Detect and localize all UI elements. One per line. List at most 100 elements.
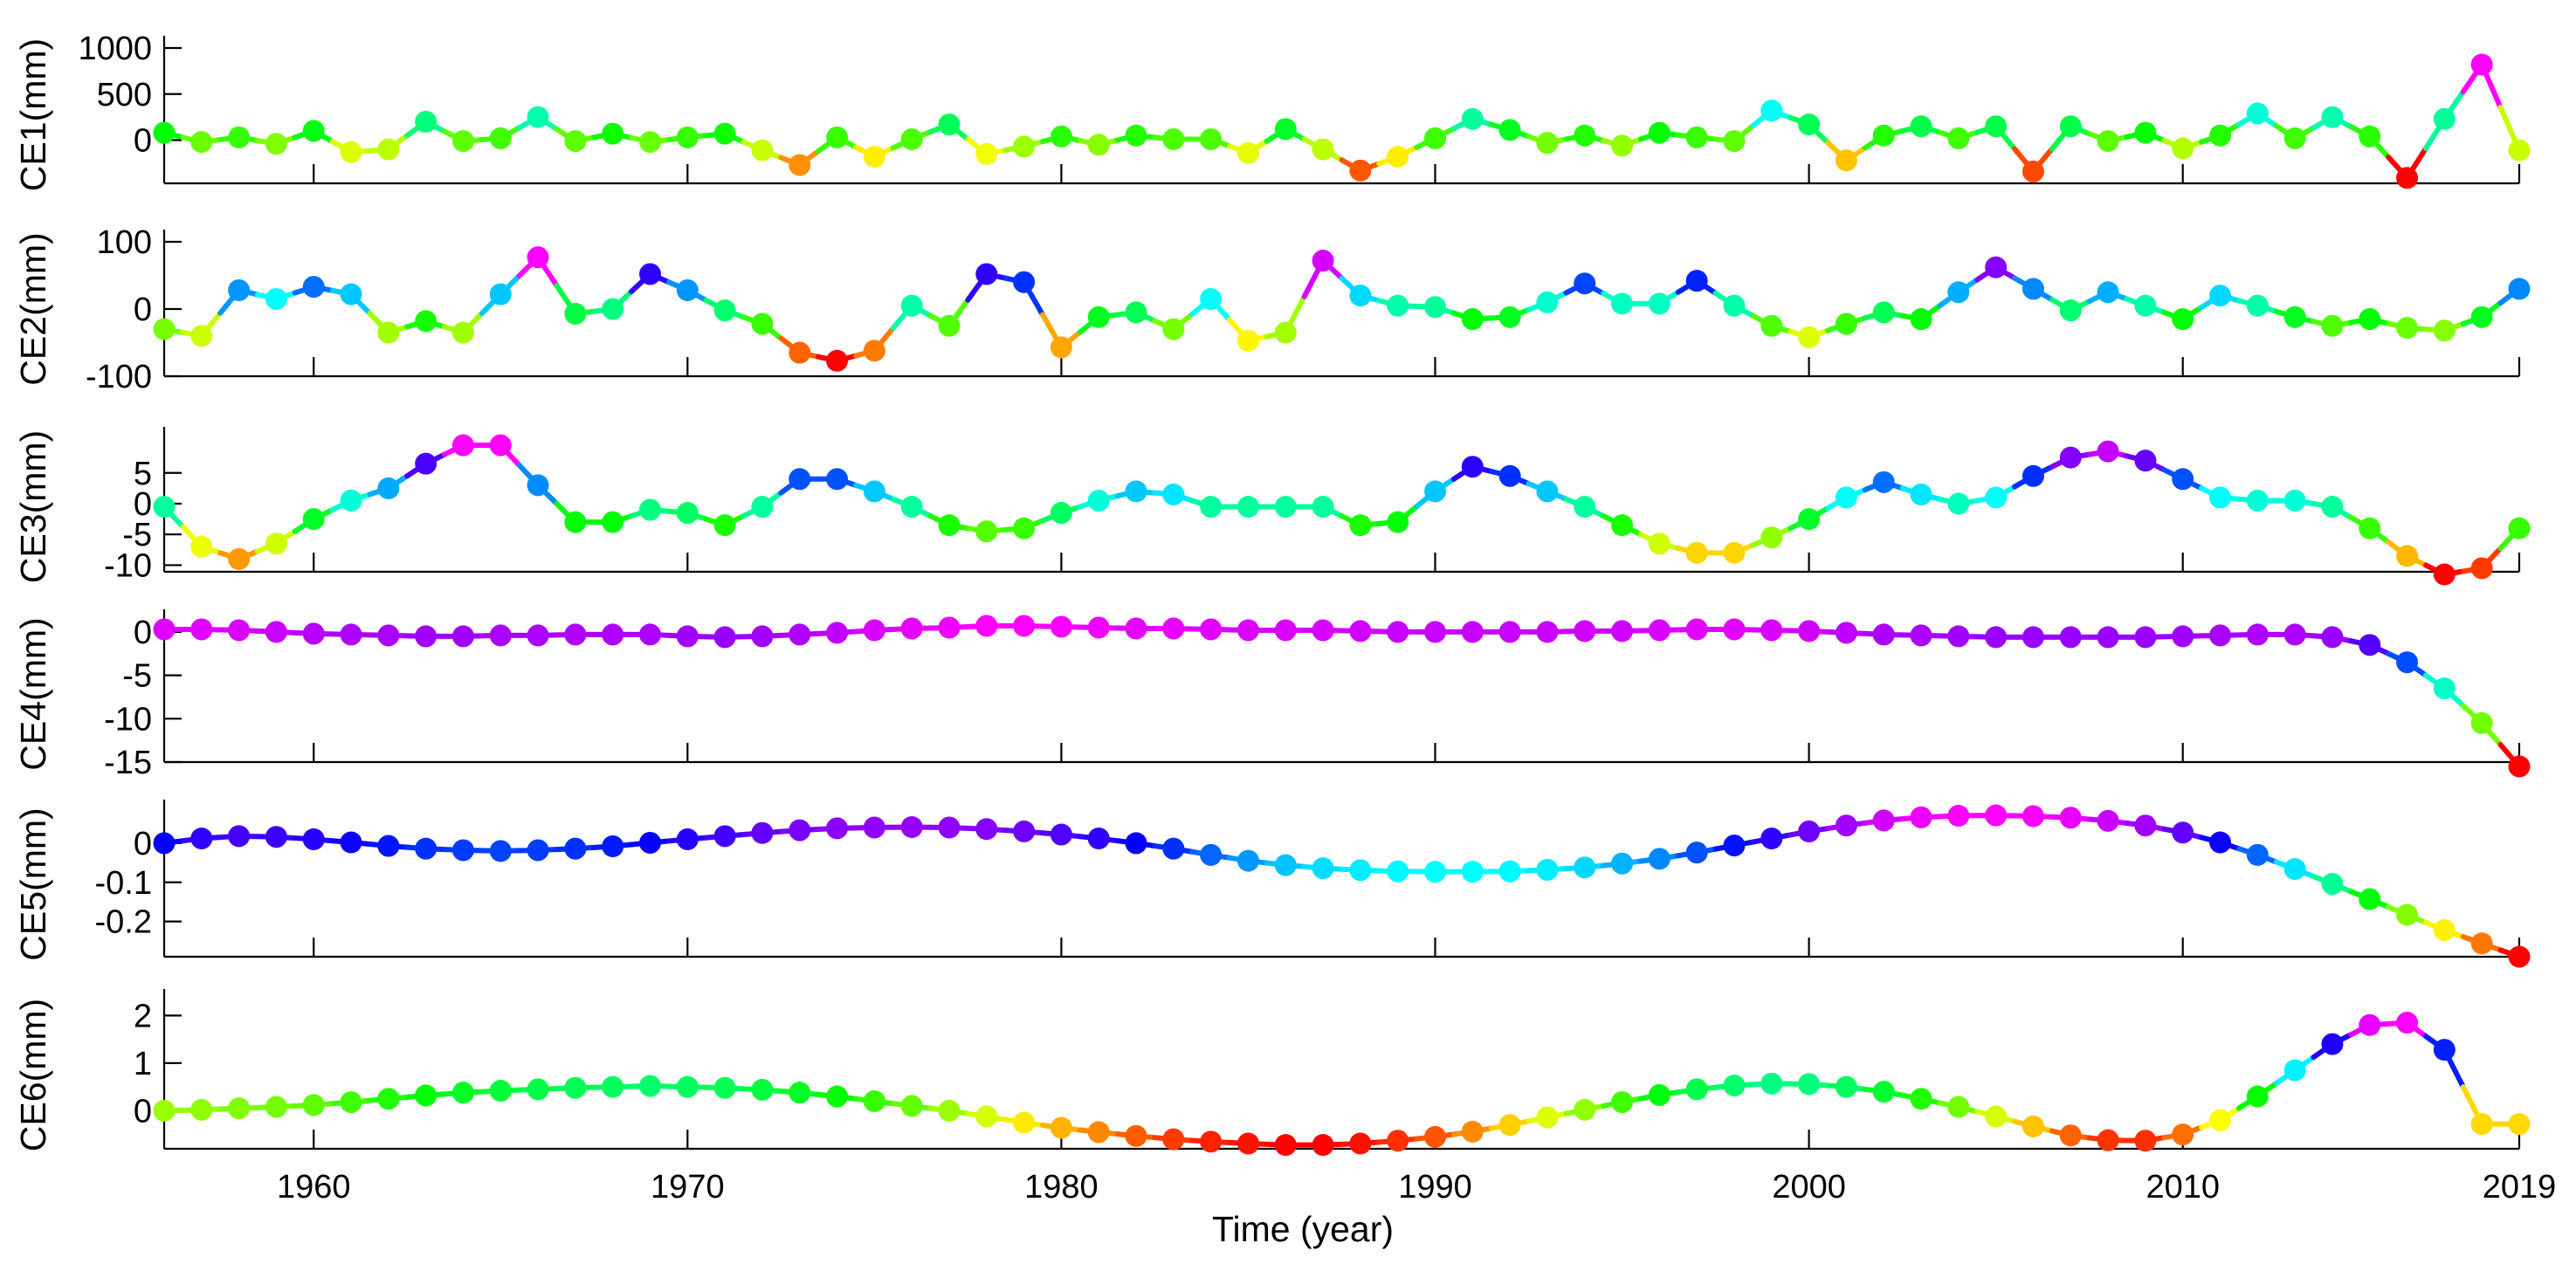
data-point (751, 139, 774, 161)
data-point (2022, 464, 2044, 487)
data-point (1200, 127, 1223, 150)
data-point (1760, 526, 1783, 549)
data-point (751, 1078, 774, 1101)
data-point (2470, 1113, 2493, 1136)
data-point (527, 246, 549, 269)
data-point (1312, 619, 1334, 642)
data-point (1312, 857, 1334, 880)
data-point (2508, 945, 2531, 968)
data-point (2097, 281, 2119, 304)
data-point (938, 816, 961, 839)
y-axis-label: CE5(mm) (13, 807, 53, 960)
data-point (527, 839, 549, 862)
data-point (1200, 287, 1223, 310)
data-point (1461, 456, 1484, 478)
data-point (1611, 1091, 1634, 1114)
data-point (1424, 480, 1447, 503)
data-point (789, 819, 811, 842)
data-point (639, 623, 662, 646)
data-point (1872, 623, 1895, 646)
data-point (1872, 301, 1895, 324)
x-tick-label: 1970 (651, 1169, 725, 1206)
data-point (377, 138, 400, 161)
data-point (1872, 471, 1895, 493)
data-point (1349, 620, 1372, 642)
data-point (676, 502, 699, 525)
data-point (676, 828, 699, 850)
data-point (153, 832, 176, 855)
data-point (2209, 831, 2232, 854)
data-point (1236, 141, 1259, 164)
data-point (789, 468, 811, 491)
data-point (2134, 626, 2157, 649)
data-point (1387, 294, 1409, 317)
data-point (1872, 1081, 1895, 1103)
data-point (2359, 517, 2381, 539)
data-point (377, 835, 400, 857)
data-point (2022, 278, 2044, 300)
data-point (1312, 496, 1334, 518)
data-point (2283, 306, 2306, 328)
data-point (415, 625, 437, 648)
series-line-ce6 (162, 1020, 2522, 1148)
data-point (602, 835, 624, 857)
data-point (863, 1089, 885, 1112)
data-point (527, 474, 549, 497)
data-point (1162, 1128, 1185, 1151)
y-axis-label: CE6(mm) (13, 999, 53, 1151)
data-point (2470, 53, 2493, 76)
data-point (1498, 1114, 1521, 1137)
data-point (340, 141, 362, 163)
data-point (900, 617, 923, 640)
y-tick-label: 0 (134, 486, 152, 523)
data-point (564, 1076, 587, 1099)
data-point (1648, 292, 1670, 315)
data-point (1648, 1083, 1670, 1106)
data-point (1685, 842, 1708, 864)
y-tick-label: 0 (134, 826, 152, 862)
panel-ce4: -15 -10 -5 0 CE4(mm) (13, 609, 2531, 781)
series-line-ce2 (162, 254, 2522, 364)
data-point (153, 1099, 176, 1122)
data-point (451, 434, 474, 457)
data-point (153, 318, 176, 340)
data-point (2321, 106, 2344, 128)
data-point (1200, 843, 1223, 866)
data-point (451, 321, 474, 344)
data-point (1947, 127, 1970, 149)
data-point (2022, 626, 2044, 649)
data-point (863, 340, 885, 362)
data-point (639, 831, 662, 854)
data-point (1387, 621, 1409, 643)
y-tick-label: 0 (134, 1093, 152, 1130)
series-line-ce5 (162, 813, 2522, 959)
data-point (975, 615, 998, 637)
data-point (1574, 1098, 1596, 1121)
data-point (1050, 502, 1072, 525)
data-point (2433, 563, 2455, 586)
data-point (975, 142, 998, 165)
data-point (900, 294, 923, 317)
data-point (975, 263, 998, 285)
data-point (451, 1082, 474, 1104)
data-point (2059, 807, 2082, 829)
data-point (1611, 292, 1634, 315)
data-point (1798, 1073, 1821, 1096)
data-point (1349, 514, 1372, 537)
series-line-ce1 (162, 61, 2522, 181)
data-point (1274, 496, 1297, 518)
data-point (1574, 272, 1596, 295)
data-point (1985, 486, 2008, 509)
x-axis-label: Time (year) (1212, 1209, 1394, 1249)
series-line-ce4 (162, 622, 2522, 769)
data-point (1125, 301, 1147, 324)
data-point (489, 624, 512, 647)
data-point (2508, 278, 2531, 300)
data-point (751, 313, 774, 335)
data-point (938, 616, 961, 639)
data-point (302, 120, 325, 142)
panel-ce2: -100 0 100 CE2(mm) (13, 224, 2531, 395)
data-point (1910, 308, 1932, 331)
data-point (1461, 861, 1484, 883)
data-point (1910, 806, 1932, 828)
